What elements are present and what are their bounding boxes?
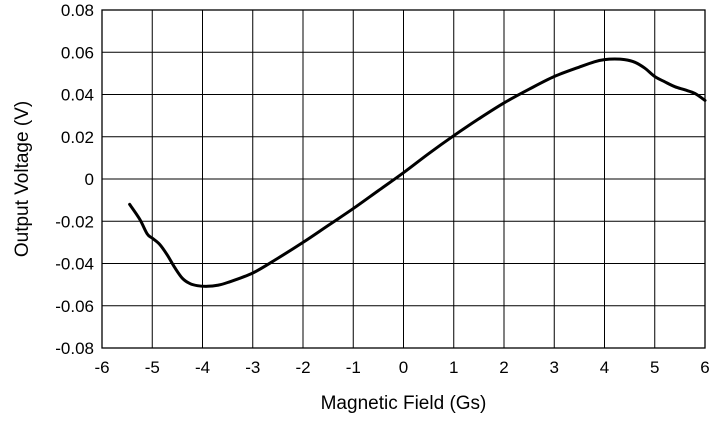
x-axis-tick-labels: -6 -5 -4 -3 -2 -1 0 1 2 3 4 5 6	[94, 358, 709, 377]
y-tick-label: -0.04	[55, 255, 94, 274]
y-tick-label: 0.06	[61, 43, 94, 62]
y-tick-label: 0	[85, 170, 94, 189]
y-tick-label: 0.02	[61, 128, 94, 147]
x-tick-label: -2	[295, 358, 310, 377]
y-tick-label: 0.08	[61, 1, 94, 20]
x-tick-label: 2	[499, 358, 508, 377]
x-tick-label: -3	[245, 358, 260, 377]
y-axis-title: Output Voltage (V)	[12, 101, 33, 257]
x-axis-title: Magnetic Field (Gs)	[321, 393, 487, 414]
x-tick-label: -6	[94, 358, 109, 377]
plot-area-frame	[101, 9, 706, 349]
x-tick-label: 1	[449, 358, 458, 377]
series-layer	[128, 57, 707, 288]
y-tick-label: 0.04	[61, 86, 94, 105]
y-axis-tick-labels: 0.08 0.06 0.04 0.02 0 -0.02 -0.04 -0.06 -0.08	[55, 1, 94, 358]
x-tick-label: 0	[399, 358, 408, 377]
x-tick-label: -4	[195, 358, 210, 377]
x-tick-label: -5	[145, 358, 160, 377]
y-tick-label: -0.06	[55, 297, 94, 316]
x-tick-label: 4	[600, 358, 609, 377]
series-line	[128, 57, 707, 288]
y-tick-label: -0.08	[55, 339, 94, 358]
grid	[101, 9, 706, 349]
x-tick-label: 3	[550, 358, 559, 377]
x-tick-label: 6	[700, 358, 709, 377]
x-tick-label: 5	[650, 358, 659, 377]
x-tick-label: -1	[346, 358, 361, 377]
y-tick-label: -0.02	[55, 212, 94, 231]
